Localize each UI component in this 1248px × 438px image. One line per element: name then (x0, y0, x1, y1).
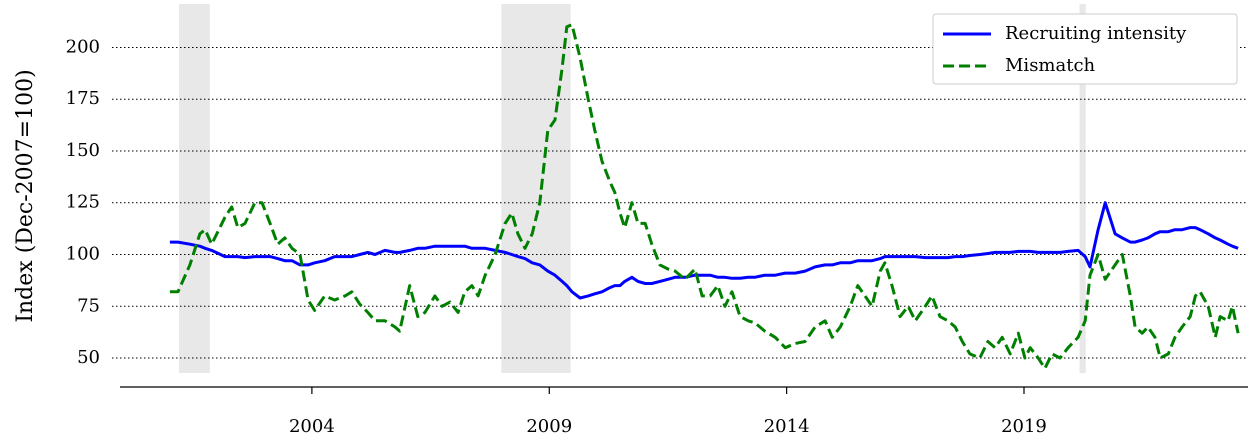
x-tick-label: 2004 (289, 416, 335, 437)
x-tick-label: 2014 (764, 416, 810, 437)
shaded-region (178, 4, 210, 373)
x-tick-label: 2009 (526, 416, 572, 437)
y-tick-label: 100 (66, 244, 100, 265)
shaded-region (501, 4, 571, 373)
y-tick-label: 50 (77, 347, 100, 368)
y-axis-label: Index (Dec-2007=100) (13, 69, 38, 322)
y-tick-label: 125 (66, 192, 100, 213)
legend-label: Recruiting intensity (1005, 23, 1187, 44)
y-tick-label: 175 (66, 88, 100, 109)
x-tick-label: 2019 (1001, 416, 1047, 437)
series-line (169, 201, 1239, 300)
series-line (169, 23, 1240, 370)
y-tick-label: 150 (66, 140, 100, 161)
legend-label: Mismatch (1005, 55, 1096, 76)
shaded-region (1079, 4, 1086, 373)
y-tick-label: 200 (66, 36, 100, 57)
y-tick-label: 75 (77, 295, 100, 316)
legend-box (932, 13, 1238, 85)
